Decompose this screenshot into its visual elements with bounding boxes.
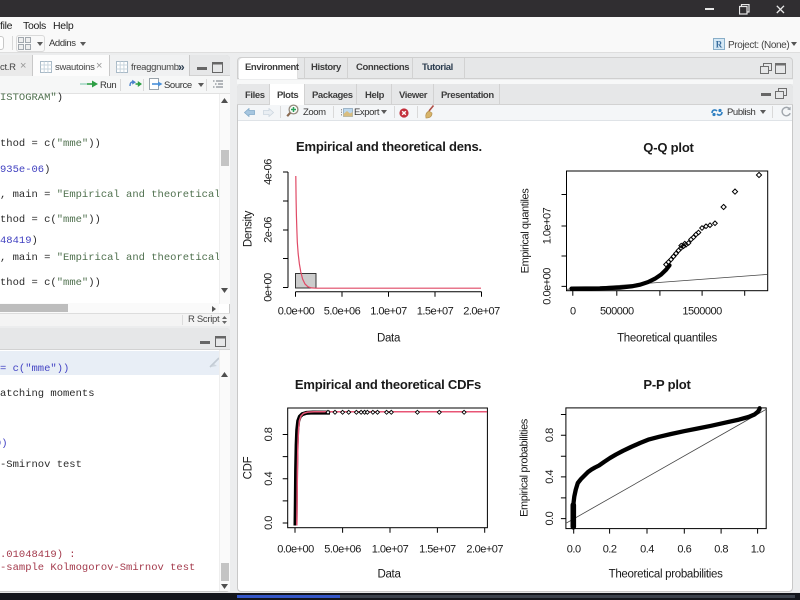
svg-text:0.0: 0.0 (567, 544, 581, 556)
svg-text:1.5e+07: 1.5e+07 (419, 544, 456, 556)
svg-text:0.6: 0.6 (677, 544, 691, 556)
svg-text:1.0: 1.0 (751, 544, 765, 556)
svg-text:Data: Data (377, 569, 401, 581)
svg-text:2.0e+07: 2.0e+07 (466, 544, 503, 556)
svg-text:Empirical and theoretical dens: Empirical and theoretical dens. (296, 139, 482, 154)
svg-text:5.0e+06: 5.0e+06 (324, 544, 361, 556)
svg-text:Empirical and theoretical CDFs: Empirical and theoretical CDFs (295, 377, 481, 392)
svg-text:0.4: 0.4 (640, 544, 654, 556)
svg-text:4e-06: 4e-06 (263, 159, 275, 185)
svg-text:P-P plot: P-P plot (643, 377, 691, 392)
svg-text:0.4: 0.4 (263, 472, 275, 486)
svg-text:Density: Density (243, 210, 255, 247)
svg-text:0.2: 0.2 (603, 544, 617, 556)
svg-text:Theoretical probabilities: Theoretical probabilities (609, 569, 724, 581)
svg-text:0.0e+00: 0.0e+00 (278, 306, 315, 318)
svg-text:500000: 500000 (600, 306, 634, 318)
svg-text:R: R (716, 40, 723, 50)
svg-text:0.4: 0.4 (544, 470, 556, 484)
svg-text:0: 0 (570, 306, 576, 318)
svg-text:0.0e+00: 0.0e+00 (542, 268, 554, 305)
svg-text:2e-06: 2e-06 (263, 217, 275, 243)
svg-text:0.8: 0.8 (714, 544, 728, 556)
svg-text:Data: Data (377, 333, 401, 345)
svg-text:1.5e+07: 1.5e+07 (417, 306, 454, 318)
svg-text:0.0e+00: 0.0e+00 (277, 544, 314, 556)
svg-text:0.8: 0.8 (544, 428, 556, 442)
svg-text:0.0: 0.0 (544, 511, 556, 525)
svg-text:Q-Q plot: Q-Q plot (643, 140, 694, 155)
svg-text:0.0: 0.0 (263, 516, 275, 530)
svg-text:5.0e+06: 5.0e+06 (324, 306, 361, 318)
svg-text:1.0e+07: 1.0e+07 (372, 544, 409, 556)
svg-text:2.0e+07: 2.0e+07 (463, 306, 500, 318)
svg-text:0e+00: 0e+00 (263, 273, 275, 302)
svg-text:Empirical probabilities: Empirical probabilities (519, 418, 531, 517)
svg-text:CDF: CDF (243, 456, 255, 479)
svg-text:1.0e+07: 1.0e+07 (542, 207, 554, 244)
svg-text:1500000: 1500000 (682, 306, 722, 318)
svg-text:Empirical quantiles: Empirical quantiles (520, 188, 532, 274)
svg-text:Theoretical quantiles: Theoretical quantiles (617, 333, 717, 345)
svg-text:0.8: 0.8 (263, 427, 275, 441)
svg-text:1.0e+07: 1.0e+07 (370, 306, 407, 318)
